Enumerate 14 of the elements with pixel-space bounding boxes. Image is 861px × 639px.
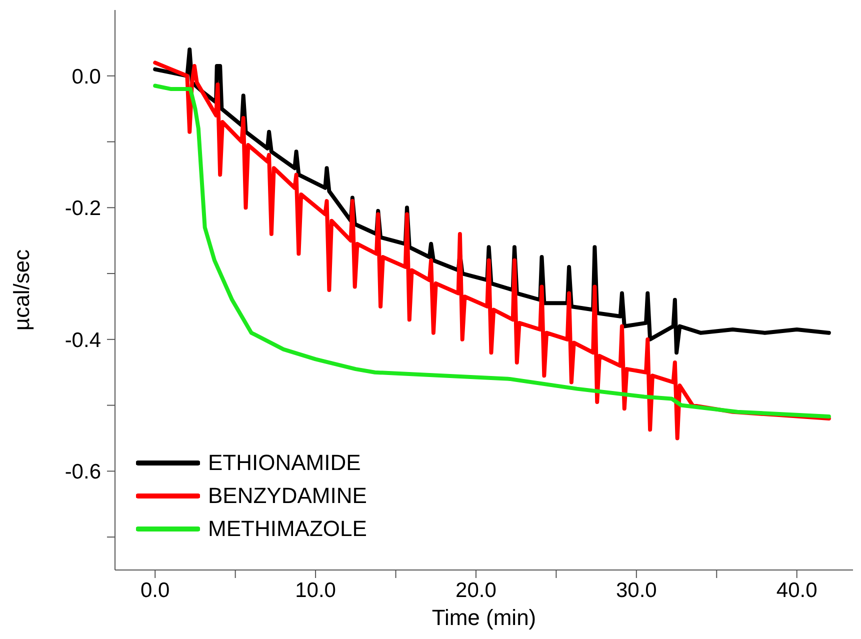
- x-tick-label: 30.0: [616, 578, 657, 602]
- x-tick-label: 20.0: [456, 578, 496, 602]
- x-tick-label: 40.0: [776, 578, 818, 602]
- legend-label: METHIMAZOLE: [208, 516, 367, 542]
- x-axis-title: Time (min): [432, 605, 536, 630]
- x-tick-label: 0.0: [140, 578, 170, 602]
- y-tick-label: -0.2: [64, 197, 101, 220]
- x-tick-label: 10.0: [295, 578, 336, 602]
- y-tick-label: -0.6: [64, 460, 101, 484]
- y-tick-label: 0.0: [72, 65, 101, 88]
- legend-label: BENZYDAMINE: [208, 482, 367, 508]
- y-tick-label: -0.4: [64, 328, 102, 352]
- legend-label: ETHIONAMIDE: [208, 450, 361, 476]
- y-axis-title: µcal/sec: [8, 249, 34, 331]
